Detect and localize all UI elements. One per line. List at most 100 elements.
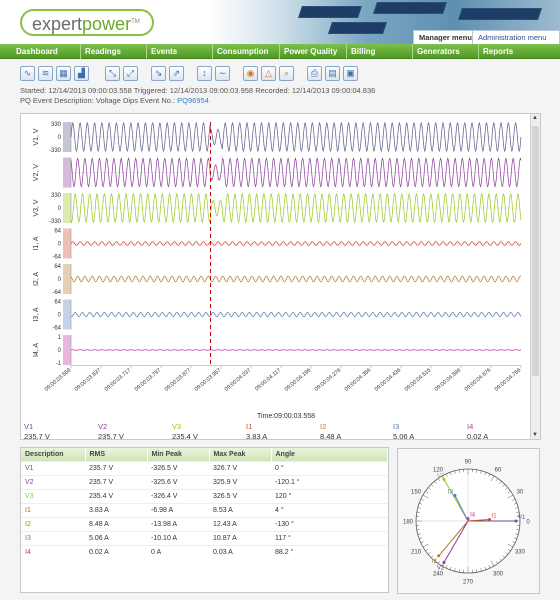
nav-power-quality[interactable]: Power Quality [279,44,337,59]
header: expertpowerTM Manager menu Administratio… [0,0,560,44]
nav-consumption[interactable]: Consumption [212,44,269,59]
administration-menu-link[interactable]: Administration menu [472,30,560,44]
phasor-tick [434,481,437,484]
phasor-angle-label: 210 [411,550,422,556]
legend-name: V1 [24,422,34,431]
col-description[interactable]: Description [21,448,86,461]
save-icon[interactable]: ▣ [343,66,358,81]
nav-billing[interactable]: Billing [346,44,375,59]
table-cell: 235.7 V [85,474,147,489]
nav-events[interactable]: Events [146,44,177,59]
scale-icon[interactable]: ↕ [197,66,212,81]
table-cell: 8.48 A [85,516,147,531]
phasor-vector-i1 [467,518,490,522]
col-max-peak[interactable]: Max Peak [209,448,272,461]
phasor-tick [428,552,431,555]
tick-label: -330 [49,219,62,225]
harmonics-icon[interactable]: ▟ [74,66,89,81]
phasor-tick [507,490,511,494]
scroll-down-icon[interactable]: ▼ [532,432,538,438]
export-icon[interactable]: ⇘ [151,66,166,81]
scroll-up-icon[interactable]: ▲ [532,115,538,121]
table-icon[interactable]: ▦ [56,66,71,81]
col-min-peak[interactable]: Min Peak [147,448,210,461]
table-cell: -326.4 V [147,488,209,503]
nav-reports[interactable]: Reports [478,44,513,59]
table-cell: 3.83 A [85,502,147,517]
phasor-tick [445,565,448,569]
waveform-chart[interactable]: V1, V 330 0 -330 V2, V V3, V 330 0 -330 I1, A 64 0 -… [21,114,530,439]
nav-dashboard[interactable]: Dashboard [16,47,58,56]
phasor-tick [417,507,421,509]
phasor-tick [490,475,495,482]
series-line-i1 [70,241,522,246]
print-preview-icon[interactable]: ⎙ [307,66,322,81]
col-rms[interactable]: RMS [85,448,148,461]
phasor-tick [507,494,514,499]
chart-scrollbar[interactable]: ▲ ▼ [530,114,540,439]
phasor-tick [515,507,519,509]
tick-label: 64 [54,300,61,306]
phasor-tick [484,566,487,570]
event-times: Started: 12/14/2013 09:00:03.558 Trigger… [20,86,376,95]
table-row[interactable]: V2 235.7 V -325.6 V 325.9 V -120.1 ° [21,474,388,489]
search-icon[interactable]: ⌕ [279,66,294,81]
phasor-tick [512,541,516,544]
table-header-row: Description RMS Min Peak Max Peak Angle [21,448,388,461]
table-cell: 325.9 V [209,474,271,489]
phasor-tick [490,560,495,567]
table-cell: 10.87 A [209,530,271,545]
nav-generators[interactable]: Generators [412,44,460,59]
x-tick-label: 09:00:04.756 [494,367,522,392]
x-tick-label: 09:00:03.797 [134,367,162,392]
x-tick-label: 09:00:03.717 [104,367,132,392]
phasor-tick [454,470,456,474]
tick-label: 0 [58,348,62,354]
phasor-angle-label: 60 [495,468,502,474]
phasor-diagram: 0 30 60 90 120 150 180 210 240 270 300 330 V1 V2 V3 I1 I… [403,460,530,586]
phasor-arrowhead [466,517,470,521]
table-cell: 117 ° [271,530,388,545]
event-number-link[interactable]: PQ96954 [177,96,209,105]
phasor-tick [445,473,448,477]
table-cell: 0.03 A [209,544,271,559]
table-row[interactable]: I2 8.48 A -13.98 A 12.43 A -130 ° [21,516,388,531]
x-tick-label: 09:00:04.436 [374,367,402,392]
phasor-tick [515,533,519,535]
rms-icon[interactable]: ≋ [38,66,53,81]
phasor-tick [419,537,423,540]
x-tick-label: 09:00:04.117 [254,367,282,392]
x-tick-label: 09:00:04.037 [224,367,252,392]
phasor-tick [476,569,478,573]
channel-color-marker [63,157,71,188]
warning-icon[interactable]: △ [261,66,276,81]
phasor-angle-label: 150 [411,490,422,496]
series-line-i4 [70,349,522,351]
y-axis-label: V2, V [33,164,40,181]
table-cell: -120.1 ° [271,474,388,489]
sine-icon[interactable]: ∼ [215,66,230,81]
col-angle[interactable]: Angle [271,448,388,461]
legend-name: I4 [467,422,474,431]
table-cell: 8.53 A [209,502,271,517]
print-icon[interactable]: ▤ [325,66,340,81]
y-axis-label: I2, A [33,272,40,286]
waveform-icon[interactable]: ∿ [20,66,35,81]
zoom-icon[interactable]: ⤡ [105,66,120,81]
channel-color-marker [63,264,71,294]
phasor-tick [484,472,487,476]
view-icon[interactable]: ◉ [243,66,258,81]
import-icon[interactable]: ⇗ [169,66,184,81]
y-axis-label: I4, A [33,343,40,357]
manager-menu-link[interactable]: Manager menu [413,30,478,44]
y-axis-label: V3, V [33,199,40,216]
legend-value: 235.7 V [24,432,50,441]
phasor-tick [434,558,437,561]
zoom-fit-icon[interactable]: ⤢ [123,66,138,81]
nav-readings[interactable]: Readings [80,44,121,59]
table-row[interactable]: V3 235.4 V -326.4 V 326.5 V 120 ° [21,488,388,503]
table-row[interactable]: I3 5.06 A -10.10 A 10.87 A 117 ° [21,530,388,545]
